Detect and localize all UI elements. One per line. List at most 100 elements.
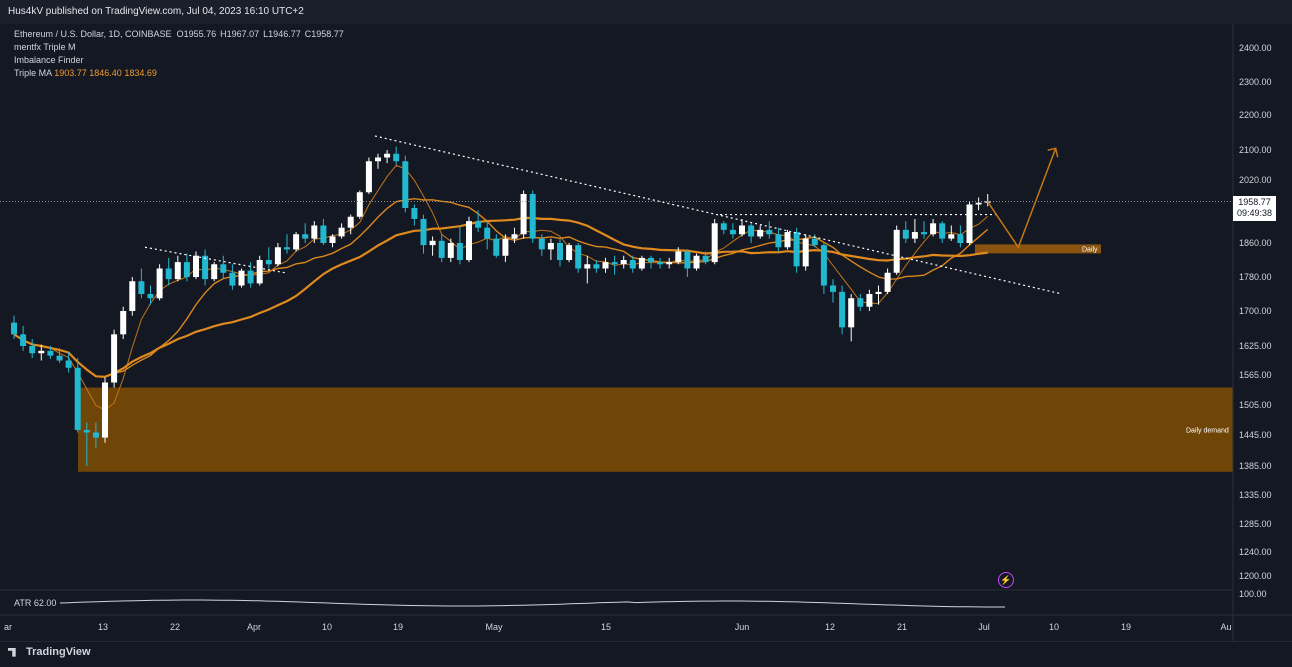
y-tick-label: 2300.00 bbox=[1239, 77, 1272, 87]
footer-bar bbox=[0, 641, 1292, 667]
open-value: O1955.76 bbox=[176, 29, 217, 39]
candle-body bbox=[748, 225, 755, 237]
candle-body bbox=[247, 270, 254, 284]
candle-body bbox=[38, 350, 45, 354]
candle-body bbox=[611, 262, 618, 265]
candle-body bbox=[411, 208, 418, 219]
candle-body bbox=[20, 334, 27, 346]
candle-body bbox=[502, 238, 509, 256]
x-tick-label: Jun bbox=[735, 622, 750, 632]
plot-background bbox=[0, 24, 1233, 590]
daily-zone bbox=[975, 244, 1101, 254]
candle-body bbox=[484, 227, 491, 239]
candle-body bbox=[547, 243, 554, 250]
candle-body bbox=[274, 247, 281, 265]
x-tick-label: Jul bbox=[978, 622, 990, 632]
candle-body bbox=[793, 232, 800, 267]
candle-body bbox=[866, 294, 873, 307]
projection-arrow bbox=[987, 148, 1057, 249]
tradingview-logo[interactable]: TradingView bbox=[8, 646, 91, 658]
y-tick-label: 1505.00 bbox=[1239, 400, 1272, 410]
publish-text: Hus4kV published on TradingView.com, Jul… bbox=[8, 6, 304, 17]
daily-zone-label: Daily bbox=[1082, 246, 1098, 253]
candle-body bbox=[229, 272, 236, 286]
indicator-imbalance[interactable]: Imbalance Finder bbox=[14, 55, 84, 65]
y-tick-label: 1565.00 bbox=[1239, 370, 1272, 380]
x-tick-label: 13 bbox=[98, 622, 108, 632]
candle-body bbox=[220, 264, 227, 273]
candle-body bbox=[538, 238, 545, 250]
candle-body bbox=[375, 157, 381, 162]
candle-body bbox=[475, 221, 482, 228]
candle-body bbox=[438, 240, 445, 258]
high-value: H1967.07 bbox=[220, 29, 260, 39]
candle-body bbox=[384, 153, 391, 158]
indicator-triple-ma[interactable]: Triple MA 1903.77 1846.40 1834.69 bbox=[14, 67, 348, 80]
moving-average-line-2 bbox=[13, 197, 989, 378]
candle-body bbox=[648, 257, 654, 263]
candle-body bbox=[729, 229, 736, 235]
atr-name: ATR bbox=[14, 598, 32, 608]
candle-body bbox=[593, 264, 600, 269]
price-chart[interactable]: Daily demand Daily 2400.00 2300.00 2200.00 2… bbox=[0, 24, 1292, 666]
candle-body bbox=[893, 229, 900, 273]
candle-body bbox=[766, 229, 773, 235]
ohlc-row: Ethereum / U.S. Dollar, 1D, COINBASE O19… bbox=[14, 28, 348, 41]
candle-body bbox=[338, 227, 345, 237]
candle-body bbox=[56, 355, 63, 361]
indicator-triple-m[interactable]: mentfx Triple M bbox=[14, 42, 76, 52]
candle-body bbox=[702, 255, 709, 263]
atr-label[interactable]: ATR 62.00 bbox=[14, 598, 56, 608]
candle-body bbox=[684, 251, 691, 269]
candle-body bbox=[784, 232, 791, 248]
triple-ma-label: Triple MA bbox=[14, 68, 52, 78]
candle-body bbox=[584, 264, 591, 269]
candle-body bbox=[620, 260, 627, 265]
candle-body bbox=[11, 322, 17, 335]
candle-body bbox=[930, 223, 937, 235]
candle-body bbox=[839, 291, 846, 328]
candle-body bbox=[848, 298, 855, 328]
x-tick-label: Apr bbox=[247, 622, 261, 632]
y-tick-label: 1700.00 bbox=[1239, 306, 1272, 316]
alert-bolt-icon[interactable]: ⚡ bbox=[998, 572, 1014, 588]
candle-body bbox=[566, 245, 573, 260]
candle-body bbox=[666, 262, 673, 265]
candle-body bbox=[293, 234, 300, 250]
low-value: L1946.77 bbox=[263, 29, 301, 39]
candle-body bbox=[966, 204, 973, 243]
x-tick-label: 12 bbox=[825, 622, 835, 632]
symbol-label[interactable]: Ethereum / U.S. Dollar, 1D, COINBASE bbox=[14, 29, 172, 39]
last-price-value: 1958.77 bbox=[1238, 197, 1271, 207]
candle-body bbox=[820, 245, 827, 286]
candle-body bbox=[74, 367, 81, 430]
candle-body bbox=[311, 225, 318, 239]
candle-body bbox=[129, 281, 136, 311]
y-tick-label: 1445.00 bbox=[1239, 430, 1272, 440]
candle-body bbox=[811, 238, 818, 246]
candle-body bbox=[356, 192, 363, 217]
candle-body bbox=[575, 245, 582, 269]
candle-body bbox=[365, 161, 372, 193]
candle-body bbox=[557, 243, 563, 260]
candle-body bbox=[47, 350, 54, 356]
y-tick-label: 1240.00 bbox=[1239, 547, 1272, 557]
candle-body bbox=[102, 382, 108, 438]
candle-body bbox=[857, 298, 864, 307]
price-axis bbox=[1233, 24, 1292, 641]
daily-demand-label: Daily demand bbox=[1186, 428, 1229, 435]
y-tick-label: 2400.00 bbox=[1239, 43, 1272, 53]
y-tick-label: 2100.00 bbox=[1239, 145, 1272, 155]
x-tick-label: 22 bbox=[170, 622, 180, 632]
candle-body bbox=[156, 268, 163, 299]
projection-arrowhead bbox=[1047, 147, 1059, 158]
candle-body bbox=[256, 260, 263, 284]
atr-tick-label: 100.00 bbox=[1239, 589, 1267, 599]
candle-body bbox=[529, 194, 536, 239]
candle-body bbox=[83, 430, 90, 433]
candle-body bbox=[165, 268, 172, 280]
chart-legend: Ethereum / U.S. Dollar, 1D, COINBASE O19… bbox=[14, 28, 348, 80]
candle-body bbox=[830, 285, 836, 292]
candle-body bbox=[402, 161, 409, 208]
y-tick-label: 1285.00 bbox=[1239, 519, 1272, 529]
